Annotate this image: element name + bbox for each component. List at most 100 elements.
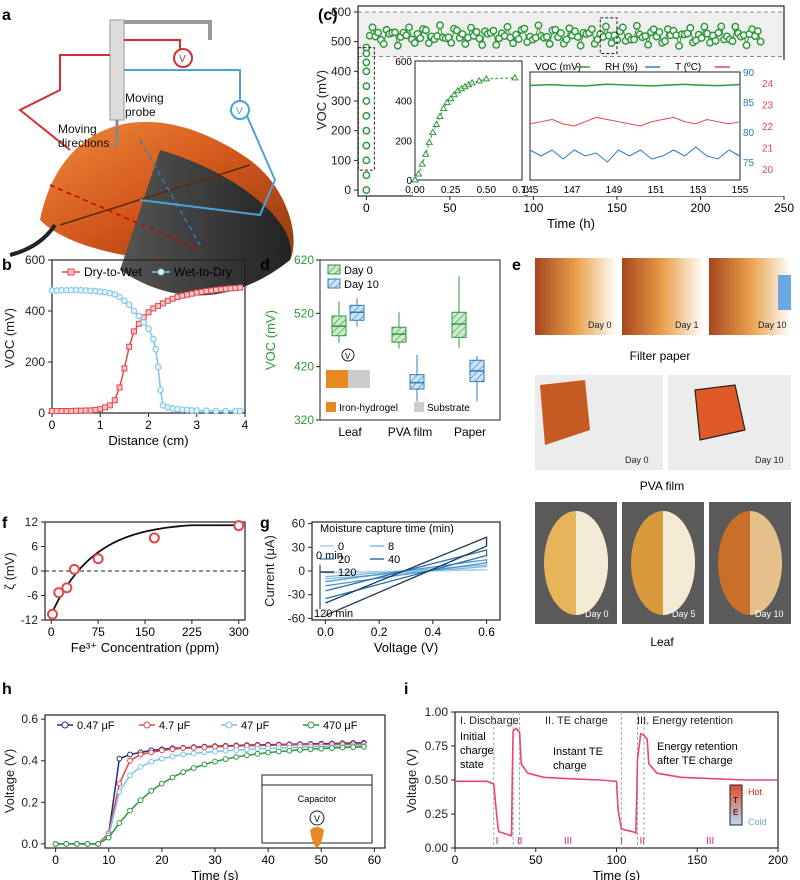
voc-point: [509, 39, 518, 48]
filter-photo-day1: [622, 258, 704, 335]
y-tick-label: -12: [21, 613, 39, 627]
legend-marker: [61, 721, 69, 729]
x-tick-label: 0.6: [478, 625, 495, 639]
leaf-stem: [9, 223, 57, 257]
inset2-rh-tick-label: 90: [743, 68, 755, 79]
inset2-rh-tick-label: 75: [743, 158, 755, 169]
y-tick-label: -30: [288, 588, 306, 602]
legend-substrate-swatch: [414, 402, 424, 412]
data-point: [217, 286, 224, 293]
filter-day10-label: Day 10: [758, 320, 787, 330]
data-point: [164, 297, 171, 304]
inset1-point: [446, 94, 455, 102]
leaf-title: Leaf: [650, 635, 674, 649]
data-point: [68, 563, 80, 575]
probe-label-line2: probe: [125, 105, 156, 119]
data-point: [92, 406, 99, 413]
inset2-rh-tick-label: 85: [743, 98, 755, 109]
voc-point: [410, 38, 419, 47]
y-tick-label: 420: [294, 360, 314, 374]
y-tick-label: 0.6: [21, 712, 38, 726]
data-point: [180, 745, 187, 752]
voc-point: [368, 23, 377, 32]
data-point: [203, 407, 210, 415]
data-point: [116, 755, 123, 762]
wire-blue: [124, 69, 277, 217]
zoom-box-2: [599, 17, 618, 54]
voc-point: [697, 34, 706, 42]
data-point: [233, 520, 245, 532]
data-point: [188, 290, 195, 297]
directions-label-line2: directions: [58, 136, 109, 150]
legend-iron-label: Iron-hydrogel: [339, 403, 398, 414]
data-point: [116, 293, 123, 301]
initial-point: [362, 97, 371, 105]
initial-point: [362, 111, 371, 120]
data-point: [145, 309, 152, 316]
legend-label: Day 0: [344, 265, 373, 277]
inset1-point: [421, 150, 430, 157]
inset2-x-tick-label: 145: [522, 185, 539, 196]
bottom-annotation: 120 min: [314, 608, 353, 620]
y-tick-label: 0.0: [21, 837, 38, 851]
inset1-y-tick-label: 0: [406, 176, 412, 187]
data-point: [328, 745, 335, 751]
data-point: [159, 300, 166, 307]
inset2-bg: [528, 60, 790, 196]
data-point: [155, 302, 162, 309]
legend-swatch: [157, 268, 165, 276]
filter-day1-label: Day 1: [675, 320, 699, 330]
data-point: [131, 328, 138, 335]
legend-swatch: [327, 278, 341, 289]
data-point: [145, 325, 152, 333]
data-point: [254, 750, 261, 757]
data-point: [53, 587, 65, 599]
y-tick-label: 30: [292, 540, 306, 554]
data-point: [243, 752, 250, 759]
voc-point: [714, 28, 723, 37]
box-body: [451, 311, 467, 338]
data-point: [222, 747, 229, 754]
voc-point: [374, 28, 383, 37]
legend-label: 4.7 μF: [159, 720, 191, 732]
leaf-icon: [310, 827, 324, 848]
voc-point: [601, 22, 610, 31]
data-point: [82, 407, 89, 414]
inset2-frame: [529, 71, 741, 181]
panel-g-label: g: [260, 515, 270, 532]
inset1-y-tick-label: 600: [395, 57, 412, 68]
inset1-point: [450, 90, 459, 98]
voc-point: [534, 21, 543, 30]
legend-label: 47 μF: [241, 720, 270, 732]
meter-red-label: V: [179, 54, 186, 65]
data-point: [140, 319, 147, 326]
plot-frame: [319, 259, 501, 421]
legend-marker: [143, 721, 151, 729]
meter-blue-label: V: [236, 106, 243, 117]
y-axis-label: Voltage (V): [2, 749, 17, 813]
data-point: [92, 553, 104, 565]
data-point: [222, 407, 229, 415]
voc-point: [587, 25, 596, 34]
circuit-meter-label: V: [314, 814, 320, 824]
top-annotation: 0 min: [316, 550, 343, 562]
data-point: [127, 807, 133, 814]
glove-icon: [778, 275, 791, 310]
x-axis-label: Voltage (V): [374, 640, 438, 655]
wire-red-2: [124, 39, 181, 55]
y-tick-label: 0.75: [425, 739, 449, 753]
inset2-legend-label: RH (%): [605, 62, 638, 73]
te-e-label: E: [733, 808, 738, 817]
voc-point: [717, 22, 726, 31]
voc-point: [641, 32, 650, 41]
x-tick-label: 0: [49, 418, 56, 432]
panel-c-label: (c): [318, 7, 338, 24]
data-point: [222, 285, 229, 292]
data-point: [125, 301, 133, 308]
data-point: [135, 312, 143, 320]
y-tick-label: 0: [298, 564, 305, 578]
data-point: [121, 297, 128, 305]
data-point: [73, 407, 80, 414]
inset1-frame: [414, 60, 523, 181]
data-point: [52, 840, 59, 847]
